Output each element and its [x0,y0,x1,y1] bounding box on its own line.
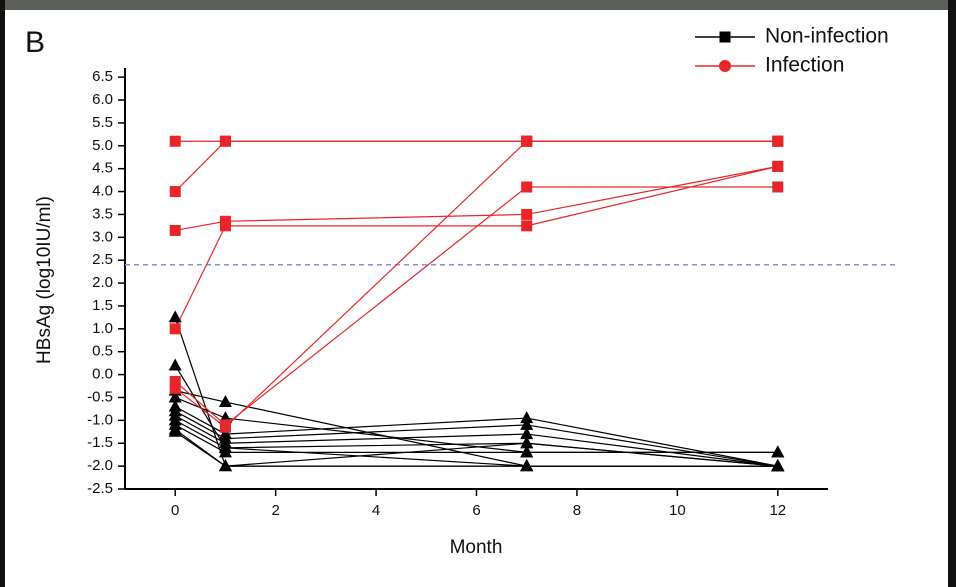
data-point [520,427,534,440]
data-point [521,208,533,220]
series-line [174,165,778,330]
x-tick-label: 10 [669,502,686,519]
data-point [169,186,181,198]
x-tick-label: 4 [372,502,380,519]
y-tick-label: 0.5 [92,343,113,360]
data-point [169,323,181,335]
data-point [168,424,182,437]
y-tick-label: 2.5 [92,251,113,268]
y-tick-label: 0.0 [92,366,113,383]
data-point [520,411,534,424]
legend-label: Non-infection [765,25,889,48]
right-border [948,0,956,587]
y-tick-label: 3.0 [92,228,113,245]
data-point [169,135,181,147]
x-axis-label: Month [450,537,503,558]
x-tick-label: 12 [769,502,786,519]
series-line [174,424,778,453]
y-tick-label: -0.5 [87,388,113,405]
y-tick-label: -2.0 [87,457,113,474]
y-tick-label: 5.5 [92,114,113,131]
data-point [772,135,784,147]
data-point [219,220,231,232]
panel-label: B [25,26,45,59]
series-line [174,429,778,467]
left-border [0,0,5,587]
data-point [218,395,232,408]
y-tick-label: -1.0 [87,411,113,428]
data-point [169,224,181,236]
x-tick-label: 0 [171,502,179,519]
data-point [168,390,182,403]
data-point [520,459,534,472]
x-tick-label: 8 [573,502,581,519]
series-line [174,410,778,467]
y-tick-label: 1.0 [92,320,113,337]
data-point [219,135,231,147]
y-axis-label: HBsAg (log10IU/ml) [34,196,55,364]
y-tick-label: 3.5 [92,205,113,222]
y-tick-label: 6.0 [92,91,113,108]
y-tick-label: 4.0 [92,183,113,200]
data-point [168,310,182,323]
top-border [0,0,956,10]
data-point [772,160,784,172]
series-line [175,165,778,232]
data-point [521,135,533,147]
y-tick-label: -2.5 [87,480,113,497]
series-line [174,186,778,426]
legend-label: Infection [765,54,844,77]
data-point [772,181,784,193]
series-line [174,140,778,429]
data-point [520,436,534,449]
y-tick-label: 1.5 [92,297,113,314]
x-tick-label: 2 [271,502,279,519]
data-point [168,358,182,371]
data-point [219,421,231,433]
series-line [174,431,778,467]
legend-marker [719,31,731,43]
data-point [520,445,534,458]
data-point [169,382,181,394]
y-tick-label: 6.5 [92,68,113,85]
series-line [174,406,778,467]
y-tick-label: 4.5 [92,160,113,177]
x-tick-label: 6 [472,502,480,519]
y-tick-label: 2.0 [92,274,113,291]
y-tick-label: 5.0 [92,137,113,154]
data-point [218,445,232,458]
data-point [218,459,232,472]
data-point [520,417,534,430]
series-line [174,415,778,467]
y-tick-label: -1.5 [87,434,113,451]
data-point [771,459,785,472]
data-point [521,181,533,193]
data-point [521,220,533,232]
data-point [771,445,785,458]
data-point [169,375,181,387]
legend-marker [719,60,731,72]
